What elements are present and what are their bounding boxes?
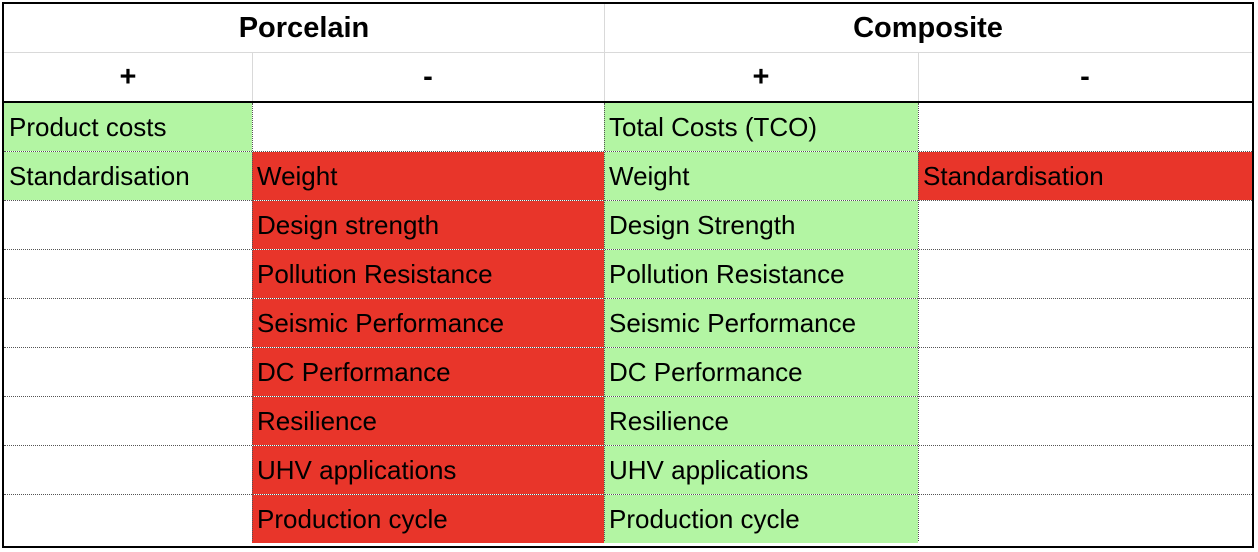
- composite-header: Composite: [853, 11, 1003, 44]
- porcelain-pro-cell: Standardisation: [4, 152, 252, 200]
- porcelain-con-cell: DC Performance: [252, 348, 604, 396]
- porcelain-pro-cell: [4, 446, 252, 494]
- porcelain-minus-header: -: [423, 60, 433, 93]
- porcelain-con-cell: Design strength: [252, 201, 604, 249]
- composite-con-cell: [918, 446, 1252, 494]
- composite-plus-header: +: [752, 60, 770, 93]
- porcelain-con-cell: UHV applications: [252, 446, 604, 494]
- porcelain-pro-cell: [4, 495, 252, 543]
- composite-con-cell: [918, 299, 1252, 347]
- porcelain-con-cell: Pollution Resistance: [252, 250, 604, 298]
- composite-con-cell: [918, 397, 1252, 445]
- composite-con-cell: [918, 495, 1252, 543]
- composite-con-cell: [918, 250, 1252, 298]
- composite-pro-cell: Production cycle: [604, 495, 918, 543]
- composite-pro-cell: Design Strength: [604, 201, 918, 249]
- porcelain-con-cell: [252, 103, 604, 151]
- porcelain-con-cell: Weight: [252, 152, 604, 200]
- composite-con-cell: [918, 201, 1252, 249]
- composite-pro-cell: Resilience: [604, 397, 918, 445]
- porcelain-con-cell: Seismic Performance: [252, 299, 604, 347]
- composite-pro-cell: Seismic Performance: [604, 299, 918, 347]
- composite-pro-cell: UHV applications: [604, 446, 918, 494]
- porcelain-con-cell: Production cycle: [252, 495, 604, 543]
- porcelain-pro-cell: [4, 348, 252, 396]
- porcelain-pro-cell: [4, 397, 252, 445]
- porcelain-pro-cell: Product costs: [4, 103, 252, 151]
- porcelain-pro-cell: [4, 201, 252, 249]
- porcelain-con-cell: Resilience: [252, 397, 604, 445]
- porcelain-header: Porcelain: [238, 11, 370, 44]
- composite-pro-cell: Total Costs (TCO): [604, 103, 918, 151]
- composite-con-cell: Standardisation: [918, 152, 1252, 200]
- composite-pro-cell: DC Performance: [604, 348, 918, 396]
- composite-con-cell: [918, 103, 1252, 151]
- composite-con-cell: [918, 348, 1252, 396]
- porcelain-pro-cell: [4, 250, 252, 298]
- porcelain-plus-header: +: [119, 60, 137, 93]
- porcelain-pro-cell: [4, 299, 252, 347]
- composite-minus-header: -: [1080, 60, 1090, 93]
- composite-pro-cell: Pollution Resistance: [604, 250, 918, 298]
- composite-pro-cell: Weight: [604, 152, 918, 200]
